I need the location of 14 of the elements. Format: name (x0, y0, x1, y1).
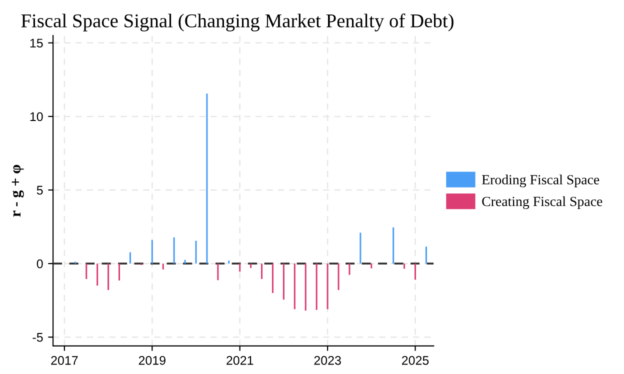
x-tick-label: 2019 (138, 356, 166, 365)
chart-title: Fiscal Space Signal (Changing Market Penalty of Debt) (21, 14, 454, 32)
y-tick-label: 10 (30, 112, 43, 122)
y-tick-label: 5 (36, 186, 43, 195)
y-tick-label: 15 (30, 38, 43, 48)
x-tick-label: 2025 (402, 356, 429, 365)
x-tick-label: 2017 (51, 356, 78, 365)
legend-label: Creating Fiscal Space (482, 196, 602, 210)
x-tick-label: 2023 (314, 356, 341, 365)
y-tick-label: 0 (36, 259, 43, 268)
x-tick-label: 2021 (226, 356, 254, 365)
y-tick-label: -5 (32, 333, 43, 342)
legend-label: Eroding Fiscal Space (482, 174, 600, 188)
y-axis-title: r - g + φ (12, 164, 24, 217)
